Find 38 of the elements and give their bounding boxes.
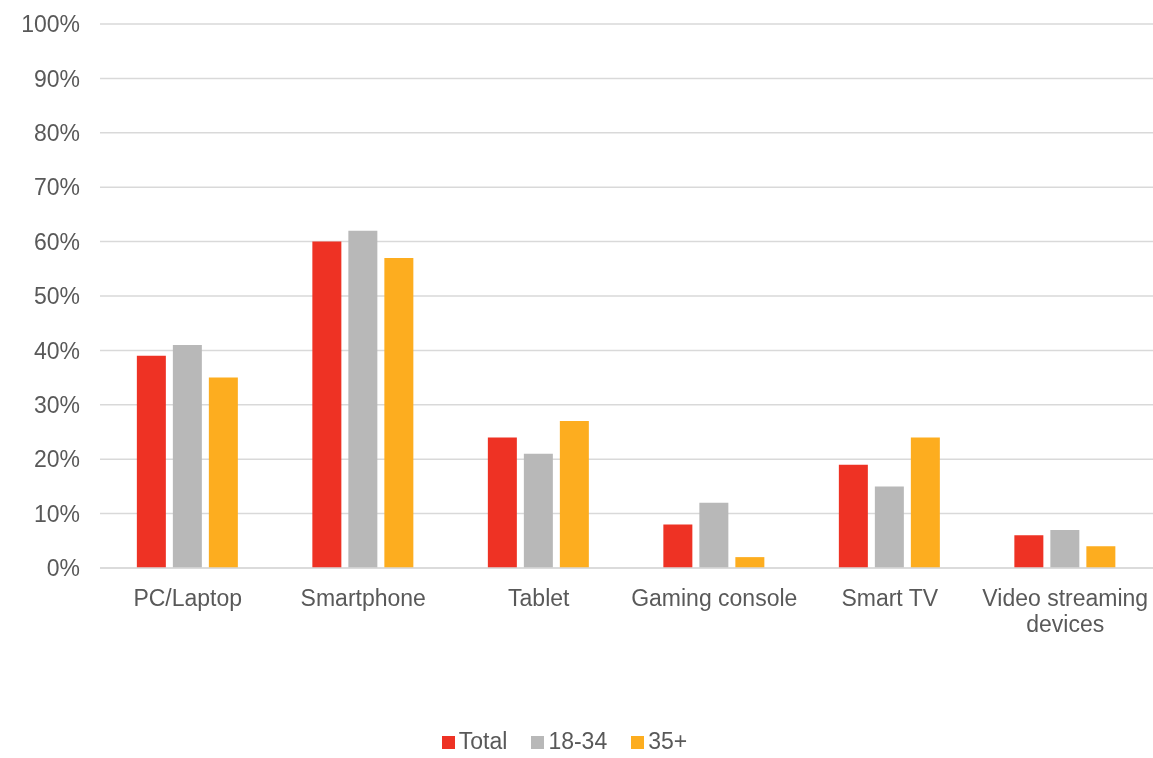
y-tick-label: 90% <box>33 65 80 92</box>
x-tick-label: PC/Laptop <box>133 585 243 612</box>
y-tick-label: 80% <box>33 119 80 146</box>
bar <box>208 377 238 568</box>
bar <box>136 355 166 568</box>
y-tick-label: 0% <box>46 555 80 582</box>
bar <box>699 502 729 568</box>
bar <box>735 557 765 568</box>
bar <box>663 524 693 568</box>
bar <box>1086 546 1116 568</box>
x-tick-label: Smartphone <box>300 585 426 612</box>
legend-label: Total <box>458 728 508 754</box>
bar <box>1050 529 1080 568</box>
x-tick-label: Tablet <box>508 585 571 612</box>
bar <box>838 464 868 568</box>
bar <box>874 486 904 568</box>
y-tick-label: 50% <box>33 283 80 310</box>
bar <box>348 230 378 568</box>
y-tick-label: 20% <box>33 446 80 473</box>
y-tick-label: 60% <box>33 228 80 255</box>
legend-label: 18-34 <box>548 728 608 754</box>
y-tick-label: 70% <box>33 174 80 201</box>
x-tick-label: Video streaming devices <box>982 585 1149 638</box>
legend-label: 35+ <box>648 728 688 754</box>
y-tick-label: 40% <box>33 337 80 364</box>
bar <box>312 241 342 568</box>
x-tick-label: Smart TV <box>841 585 939 612</box>
bar <box>910 437 940 568</box>
bar <box>172 344 202 568</box>
bar <box>384 257 414 568</box>
y-tick-label: 10% <box>33 500 80 527</box>
x-tick-label: Gaming console <box>631 585 798 612</box>
bar <box>1014 535 1044 568</box>
bar <box>523 453 553 568</box>
bar <box>487 437 517 568</box>
bar <box>559 421 589 568</box>
y-tick-label: 30% <box>33 391 80 418</box>
y-tick-label: 100% <box>21 11 80 38</box>
